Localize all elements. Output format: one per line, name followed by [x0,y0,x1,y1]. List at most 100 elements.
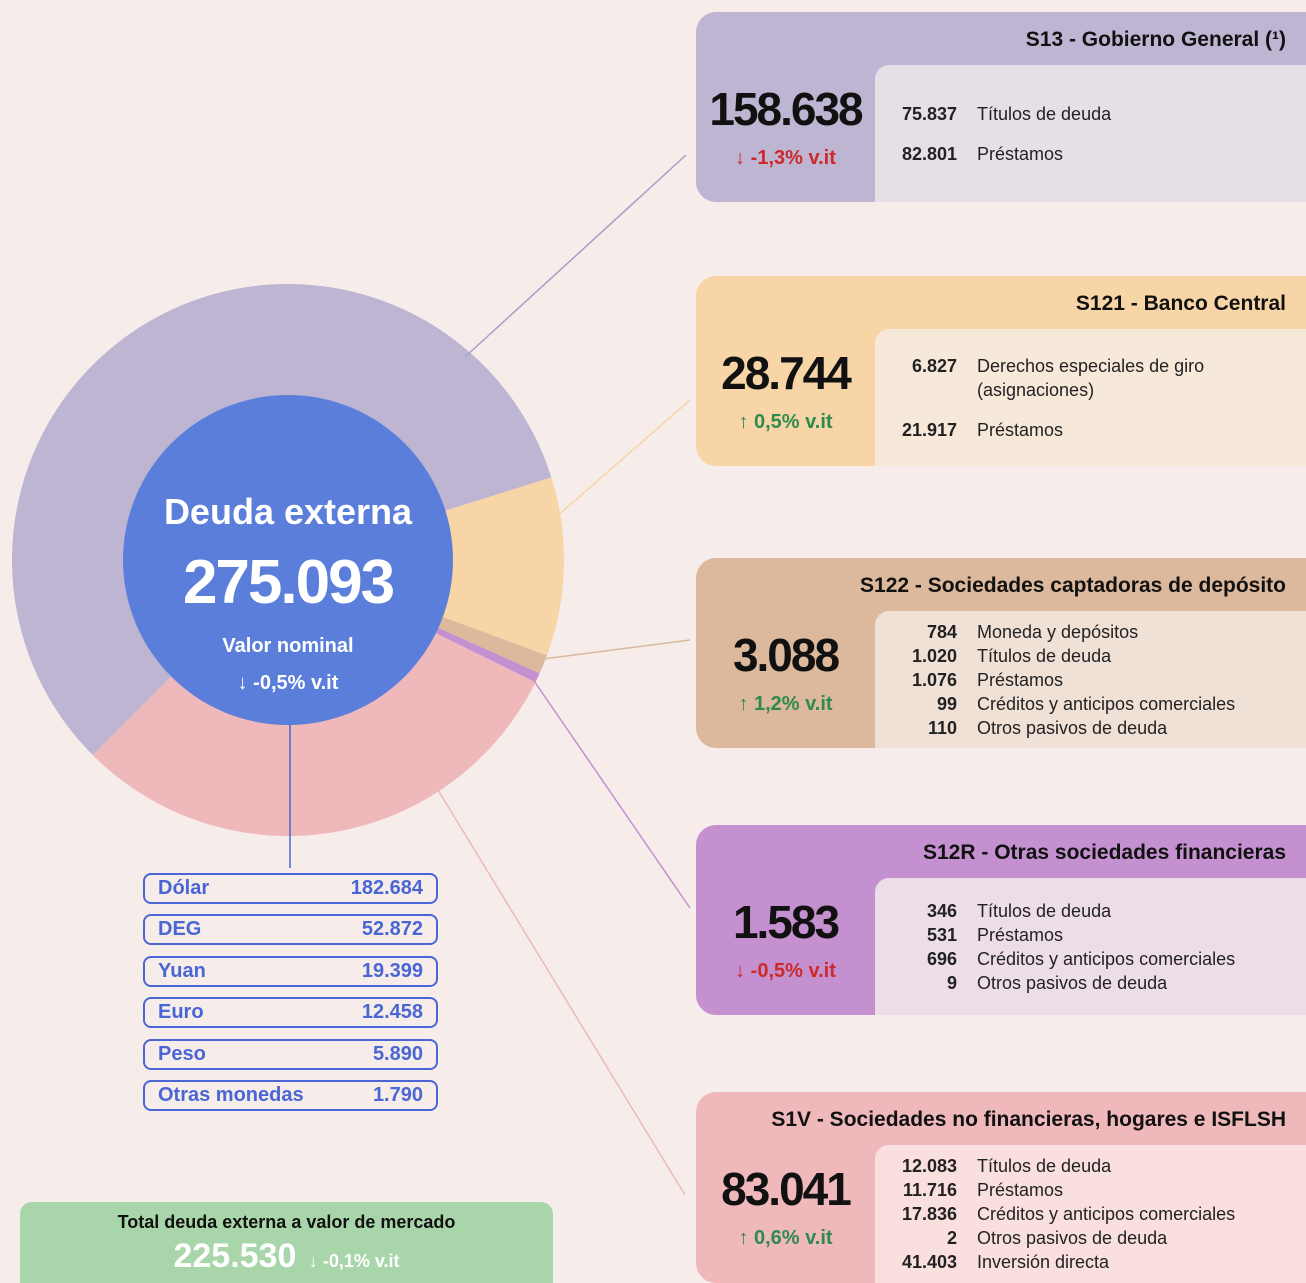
breakdown-value: 21.917 [901,419,957,440]
breakdown-value: 17.836 [901,1204,957,1224]
currency-value: 182.684 [350,877,423,899]
breakdown-value: 531 [926,924,957,945]
breakdown-row: 99 Créditos y anticipos comerciales [875,692,1306,716]
currency-row: Dólar 182.684 [143,873,438,904]
currency-name: Otras monedas [158,1084,304,1106]
currency-value: 12.458 [361,1001,423,1024]
sector-card: S12R - Otras sociedades financieras 1.583… [696,825,1306,1015]
sector-change: ↑ 0,6% v.it [738,1227,833,1249]
sector-body: 75.837 Títulos de deuda 82.801 Préstamos [875,65,1306,202]
market-box: Total deuda externa a valor de mercado 2… [20,1202,553,1283]
breakdown-value: 1.076 [911,669,957,690]
breakdown-value: 75.837 [901,103,957,124]
breakdown-row: 41.403 Inversión directa [875,1250,1306,1274]
breakdown-text: Préstamos [977,924,1064,945]
breakdown-row: 2 Otros pasivos de deuda [875,1226,1306,1250]
breakdown-value: 12.083 [901,1156,957,1176]
breakdown-text: Títulos de deuda [977,645,1112,666]
leader-line [437,789,686,1196]
leader-line [464,154,687,358]
breakdown-text: Préstamos [977,1180,1064,1200]
center-title: Deuda externa [164,491,413,532]
breakdown-value: 110 [927,717,957,738]
sector-body: 12.083 Títulos de deuda 11.716 Préstamos 17.… [875,1145,1306,1283]
breakdown-text: Títulos de deuda [977,103,1112,124]
sector-card: S121 - Banco Central 28.744 ↑ 0,5% v.it 6.8… [696,276,1306,466]
breakdown-row: 696 Créditos y anticipos comerciales [875,947,1306,971]
breakdown-value: 9 [946,972,957,993]
leader-line [529,674,691,909]
currency-value: 52.872 [361,918,423,941]
sector-value: 83.041 [721,1163,852,1215]
currency-value: 5.890 [372,1042,423,1065]
sector-change: ↓ -0,5% v.it [735,960,836,982]
breakdown-value: 784 [926,621,957,642]
sector-card: S13 - Gobierno General (¹) 158.638 ↓ -1,3%… [696,12,1306,202]
currency-name: Yuan [158,959,206,982]
sector-change: ↑ 0,5% v.it [738,411,833,433]
breakdown-value: 6.827 [911,355,957,376]
breakdown-value: 2 [946,1228,957,1248]
leader-line [534,639,691,661]
sector-change: ↑ 1,2% v.it [738,693,833,715]
breakdown-row: 110 Otros pasivos de deuda [875,716,1306,740]
sector-value: 28.744 [721,347,852,399]
breakdown-row: 21.917 Préstamos [875,418,1306,442]
breakdown-text: Moneda y depósitos [977,621,1139,642]
currency-name: Peso [158,1042,206,1065]
breakdown-value: 696 [926,948,957,969]
donut-segment [438,477,565,656]
sector-value: 3.088 [732,629,840,681]
currency-name: DEG [158,918,202,941]
currency-row: Otras monedas 1.790 [143,1080,438,1111]
breakdown-text: Préstamos [977,143,1064,164]
center-circle [123,395,453,725]
breakdown-row: 346 Títulos de deuda [875,899,1306,923]
market-title: Total deuda externa a valor de mercado [117,1212,456,1232]
currency-name: Dólar [158,877,210,899]
sector-body: 6.827 Derechos especiales de giro (asigna… [875,329,1306,466]
donut-segment [433,615,547,674]
sector-title: S12R - Otras sociedades financieras [923,841,1286,864]
breakdown-value: 346 [926,900,957,921]
center-subtitle: Valor nominal [222,635,353,657]
center-total: 275.093 [183,548,394,617]
breakdown-text: Derechos especiales de giro (asignacione… [977,355,1205,400]
currency-value: 19.399 [361,959,423,982]
breakdown-value: 11.716 [902,1180,957,1200]
currency-row: DEG 52.872 [143,914,438,946]
currency-row: Euro 12.458 [143,997,438,1029]
breakdown-text: Títulos de deuda [977,1156,1112,1176]
breakdown-row: 1.020 Títulos de deuda [875,644,1306,668]
sector-title: S121 - Banco Central [1075,292,1286,315]
breakdown-row: 6.827 Derechos especiales de giro (asigna… [875,354,1306,402]
sector-change: ↓ -1,3% v.it [735,147,836,169]
breakdown-value: 82.801 [901,143,957,164]
currency-value: 1.790 [372,1084,423,1106]
donut-segment [431,625,540,683]
breakdown-row: 9 Otros pasivos de deuda [875,971,1306,995]
breakdown-text: Inversión directa [977,1252,1110,1272]
sector-body: 346 Títulos de deuda 531 Préstamos 696 Crédit… [875,878,1306,1015]
breakdown-text: Otros pasivos de deuda [977,1228,1168,1248]
breakdown-row: 531 Préstamos [875,923,1306,947]
currency-row: Peso 5.890 [143,1038,438,1070]
market-change: ↓ -0,1% v.it [308,1251,400,1271]
sector-card: S122 - Sociedades captadoras de depósito… [696,558,1306,748]
breakdown-value: 1.020 [911,645,957,666]
donut-segment [92,630,536,837]
breakdown-row: 75.837 Títulos de deuda [875,102,1306,126]
breakdown-text: Títulos de deuda [977,900,1112,921]
currency-name: Euro [158,1001,204,1024]
breakdown-text: Otros pasivos de deuda [977,717,1168,738]
sector-value: 1.583 [732,896,840,948]
sector-title: S122 - Sociedades captadoras de depósito [860,574,1286,597]
breakdown-text: Otros pasivos de deuda [977,972,1168,993]
market-value: 225.530 [173,1237,297,1275]
sector-value: 158.638 [709,83,863,135]
breakdown-text: Créditos y anticipos comerciales [977,948,1236,969]
breakdown-value: 99 [936,693,957,714]
sector-title: S1V - Sociedades no financieras, hogares… [771,1108,1286,1131]
breakdown-row: 1.076 Préstamos [875,668,1306,692]
